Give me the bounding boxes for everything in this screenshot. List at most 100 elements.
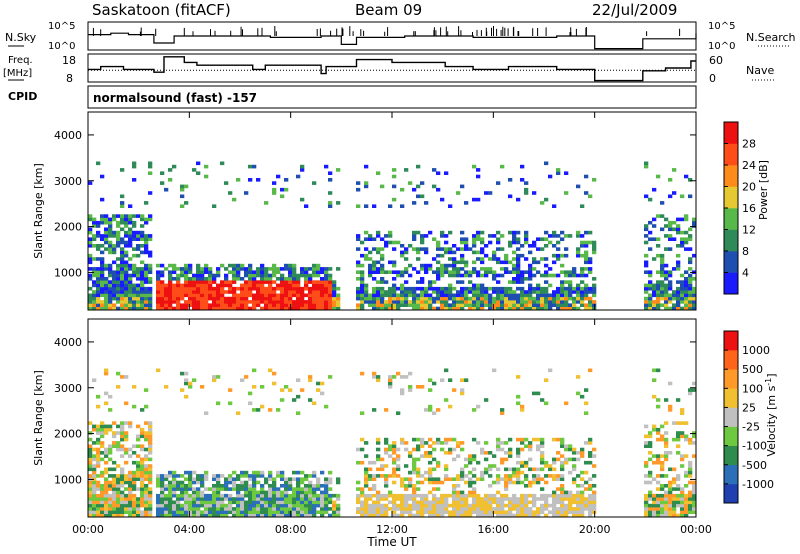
velocity-cell (572, 493, 577, 498)
power-cell (204, 174, 209, 179)
power-cell (260, 270, 265, 274)
velocity-cell (232, 500, 237, 505)
velocity-cell (92, 493, 97, 498)
power-cell (364, 184, 369, 189)
velocity-cell (116, 385, 121, 389)
velocity-cell (588, 477, 593, 481)
velocity-cell (444, 474, 449, 478)
velocity-cell (592, 490, 597, 495)
power-cell (140, 293, 145, 298)
power-cell (400, 283, 405, 288)
power-cell (116, 280, 121, 284)
power-cell (296, 306, 301, 311)
power-cell (312, 300, 317, 304)
velocity-cell (500, 503, 505, 508)
velocity-cell (552, 503, 557, 508)
power-cell (504, 303, 509, 307)
velocity-cell (184, 487, 189, 491)
velocity-cell (516, 454, 521, 458)
power-cell (412, 237, 417, 241)
power-cell (428, 280, 433, 284)
velocity-cell (400, 484, 405, 488)
power-cell (692, 296, 697, 301)
power-cell (232, 300, 237, 304)
power-cell (232, 280, 237, 284)
velocity-cell (416, 385, 421, 389)
power-cell (96, 267, 101, 271)
velocity-cell (584, 388, 589, 392)
power-cell (424, 306, 429, 311)
power-cell (272, 187, 277, 192)
power-cell (412, 247, 417, 251)
velocity-cell (212, 500, 217, 505)
velocity-cell (512, 474, 517, 478)
velocity-cell (656, 487, 661, 491)
velocity-cell (472, 454, 477, 458)
velocity-cell (88, 510, 93, 514)
power-cell (280, 293, 285, 298)
power-cell (664, 300, 669, 304)
velocity-cell (100, 444, 105, 448)
velocity-cell (692, 381, 697, 386)
velocity-cell (176, 484, 181, 488)
velocity-cell (288, 507, 293, 511)
velocity-cell (204, 470, 209, 475)
power-cell (212, 277, 217, 281)
power-cell (668, 306, 673, 311)
power-cell (672, 293, 677, 298)
power-cell (372, 286, 377, 291)
power-cell (296, 286, 301, 291)
velocity-cell (568, 493, 573, 498)
power-cell (680, 280, 685, 284)
power-cell (248, 286, 253, 291)
power-cell (556, 247, 561, 251)
power-cell (232, 197, 237, 202)
power-cell (120, 277, 125, 281)
velocity-cell (384, 493, 389, 498)
power-cell (560, 296, 565, 301)
velocity-cell (588, 484, 593, 488)
velocity-cell (648, 510, 653, 514)
power-cell (648, 283, 653, 288)
velocity-cell (688, 493, 693, 498)
velocity-cell (464, 510, 469, 514)
power-cell (444, 293, 449, 298)
velocity-cell (668, 381, 673, 386)
power-cell (576, 247, 581, 251)
power-cell (484, 273, 489, 278)
power-cell (148, 237, 153, 241)
power-cell (644, 234, 649, 238)
velocity-cell (364, 480, 369, 485)
velocity-cell (304, 497, 309, 501)
velocity-cell (456, 490, 461, 495)
velocity-cell (472, 467, 477, 472)
velocity-cell (408, 497, 413, 501)
power-cell (196, 293, 201, 298)
velocity-cell (88, 500, 93, 505)
power-cell (284, 303, 289, 307)
velocity-cell (664, 398, 669, 402)
power-cell (316, 293, 321, 298)
velocity-cell (96, 424, 101, 429)
velocity-cell (292, 493, 297, 498)
power-cell (444, 296, 449, 301)
power-cell (312, 280, 317, 284)
velocity-cell (168, 503, 173, 508)
power-cell (112, 303, 117, 307)
velocity-cell (436, 460, 441, 465)
power-cell (652, 257, 657, 261)
velocity-cell (512, 470, 517, 475)
power-cell (544, 303, 549, 307)
velocity-cell (116, 513, 121, 518)
power-cell (668, 247, 673, 251)
power-cell (128, 257, 133, 261)
velocity-cell (416, 510, 421, 514)
power-cell (668, 178, 673, 182)
power-cell (96, 277, 101, 281)
noise-left-tick-top: 10^5 (48, 21, 75, 32)
power-cell (572, 286, 577, 291)
velocity-cell (108, 444, 113, 448)
velocity-cell (476, 493, 481, 498)
velocity-cell (296, 484, 301, 488)
velocity-cell (268, 493, 273, 498)
